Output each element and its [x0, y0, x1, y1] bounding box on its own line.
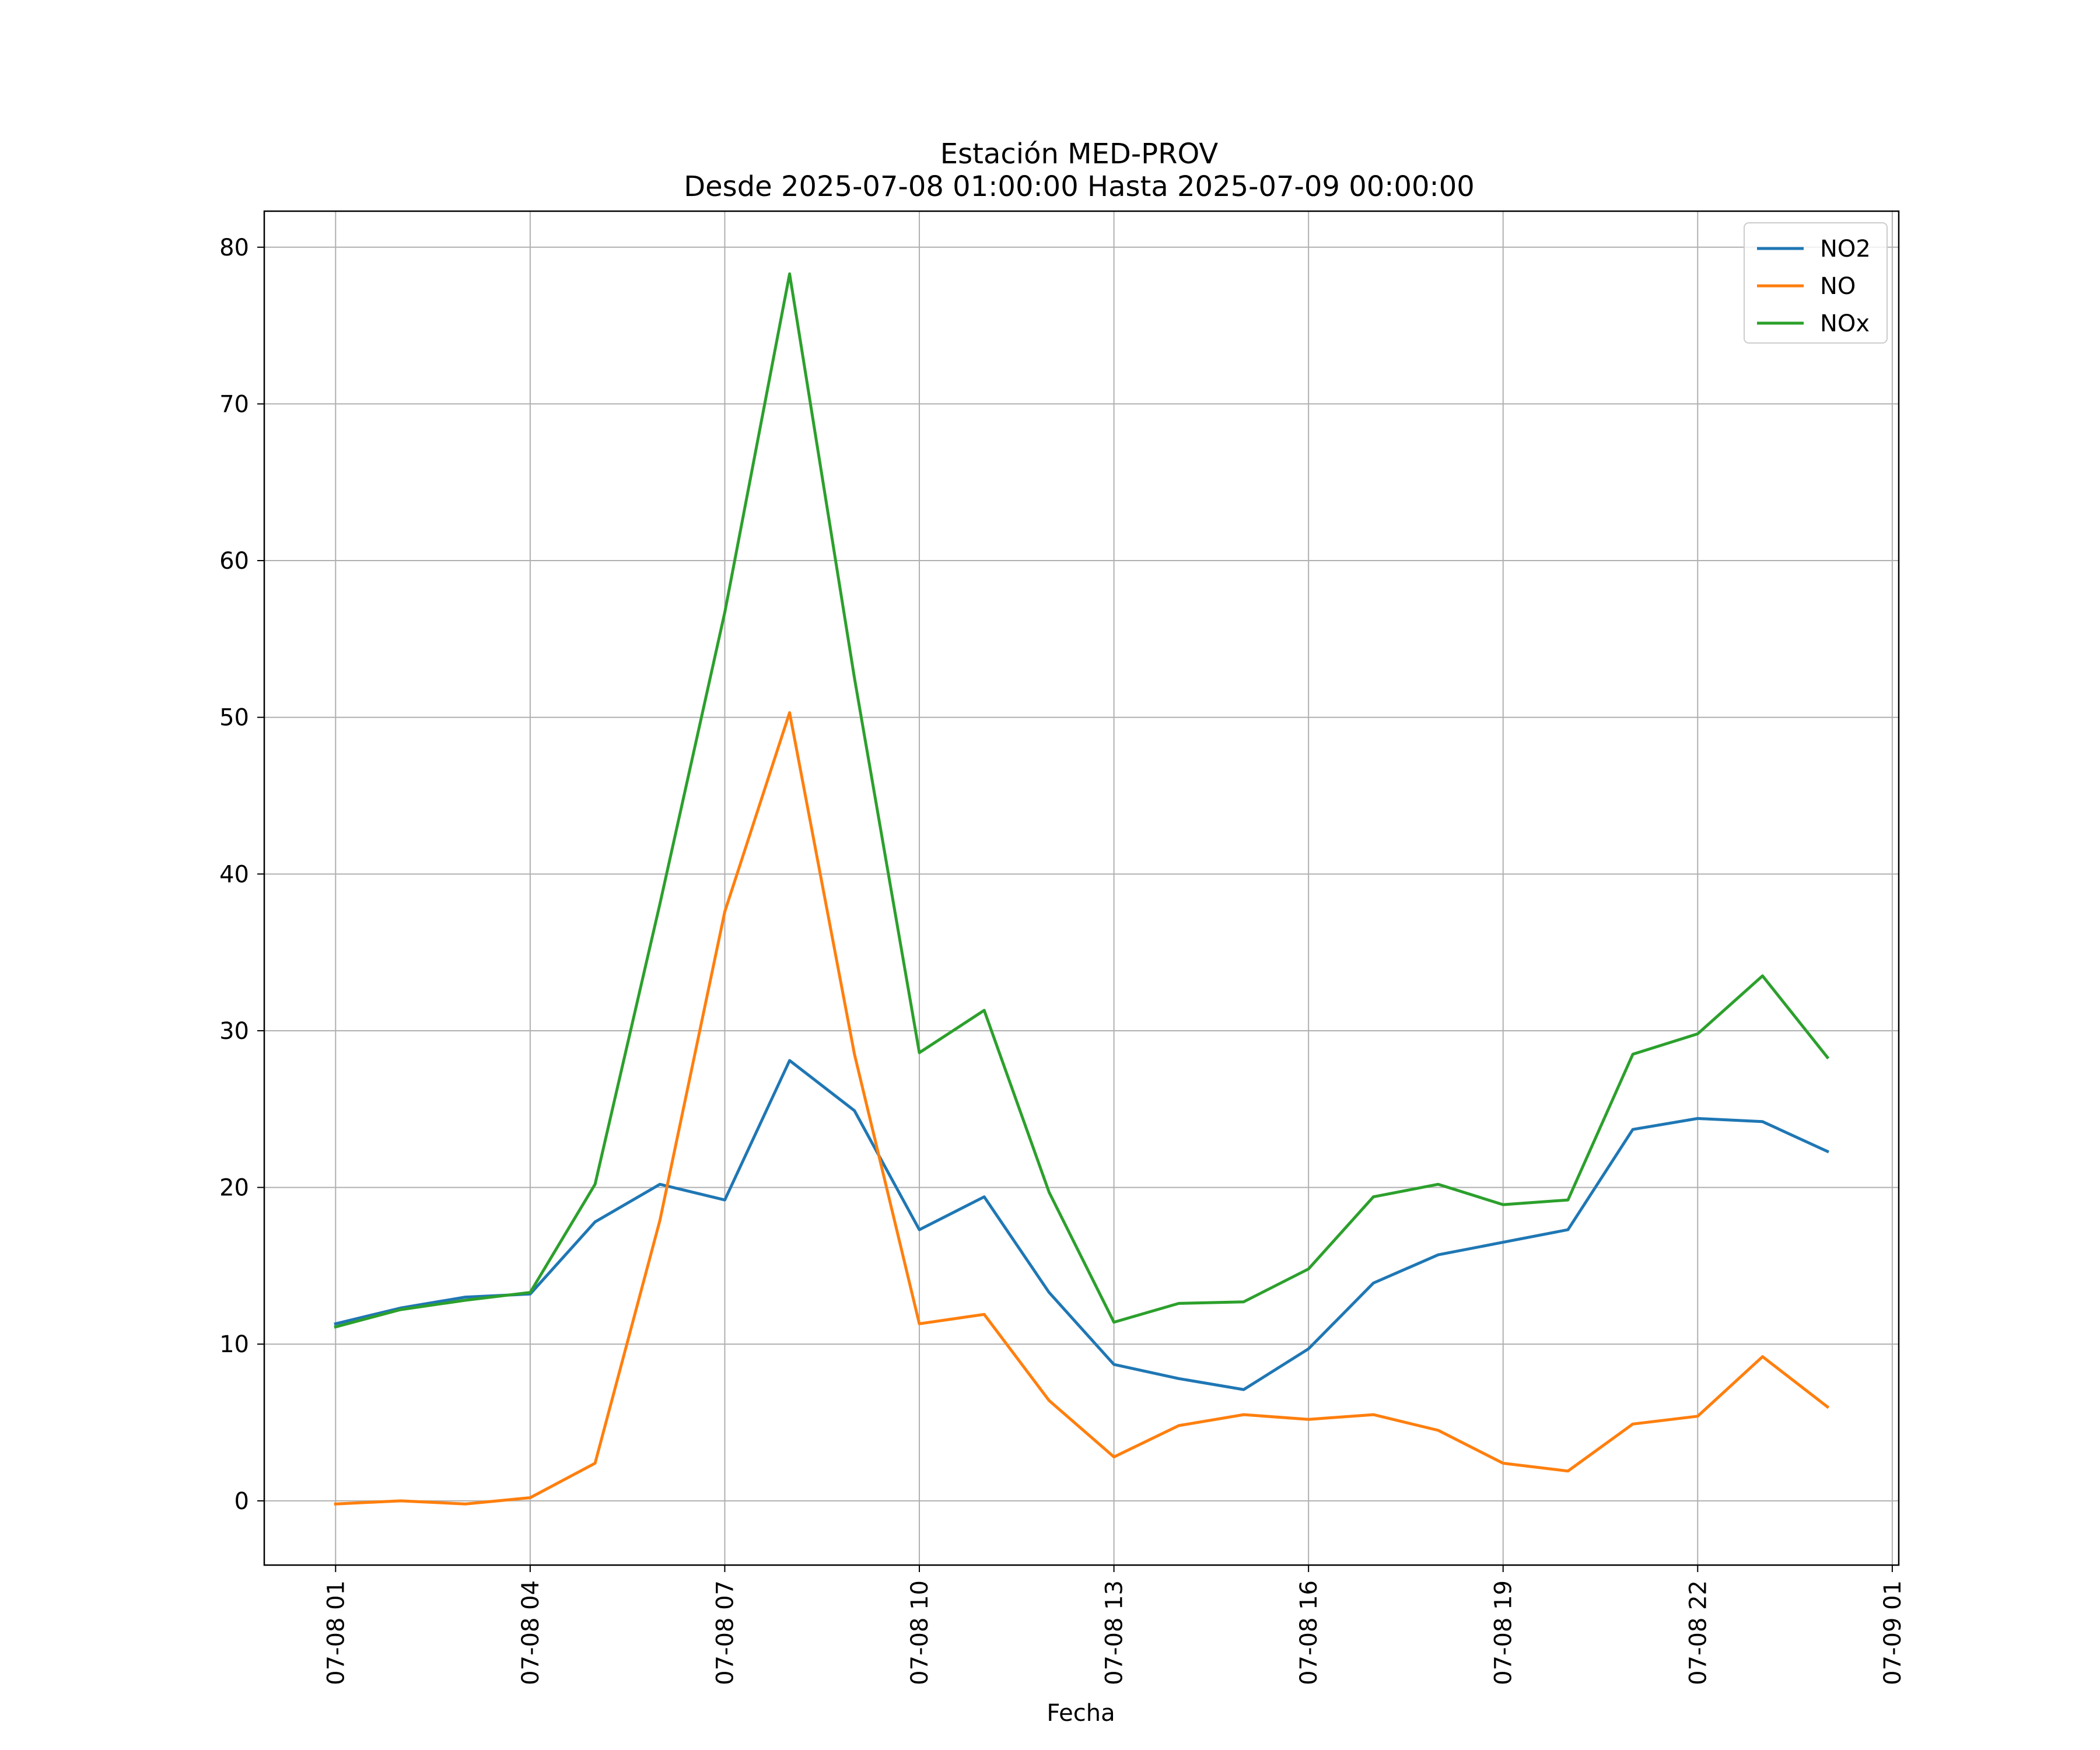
x-tick-label: 07-08 19	[1490, 1580, 1517, 1685]
plot-frame	[263, 210, 1900, 1566]
x-tick-label: 07-08 04	[517, 1580, 544, 1685]
y-tick-label: 20	[219, 1175, 249, 1202]
x-tick-label: 07-08 01	[323, 1580, 349, 1685]
x-tick-label: 07-08 13	[1101, 1580, 1128, 1685]
series-lines	[334, 272, 1830, 1506]
series-line-no2	[334, 1059, 1830, 1391]
x-tick-label: 07-08 22	[1685, 1580, 1712, 1685]
x-tick-label: 07-09 01	[1880, 1580, 1906, 1685]
y-tick-label: 0	[235, 1488, 249, 1515]
y-tick-label: 60	[219, 548, 249, 575]
y-axis-ticks: 0 10 20 30 40 50 60 70 80	[219, 235, 264, 1515]
legend-label-no2: NO2	[1820, 236, 1871, 262]
series-line-nox	[334, 272, 1830, 1329]
legend: NO2 NO NOx	[1744, 222, 1888, 344]
y-tick-label: 10	[219, 1331, 249, 1358]
legend-label-nox: NOx	[1820, 310, 1870, 337]
x-axis-label: Fecha	[1046, 1700, 1115, 1727]
series-line-no	[334, 711, 1830, 1506]
y-tick-label: 80	[219, 235, 249, 261]
y-tick-label: 70	[219, 391, 249, 418]
y-tick-label: 30	[219, 1018, 249, 1045]
grid	[264, 211, 1899, 1565]
chart-title-line1: Estación MED-PROV	[940, 138, 1219, 170]
x-tick-label: 07-08 10	[907, 1580, 933, 1685]
x-tick-label: 07-08 16	[1296, 1580, 1322, 1685]
legend-label-no: NO	[1820, 273, 1856, 300]
y-tick-label: 40	[219, 861, 249, 888]
legend-box	[1744, 222, 1888, 344]
chart-title-line2: Desde 2025-07-08 01:00:00 Hasta 2025-07-…	[684, 170, 1475, 203]
x-tick-label: 07-08 07	[712, 1580, 738, 1685]
y-tick-label: 50	[219, 705, 249, 732]
x-axis-ticks: 07-08 01 07-08 04 07-08 07 07-08 10 07-08 13…	[323, 1565, 1906, 1685]
